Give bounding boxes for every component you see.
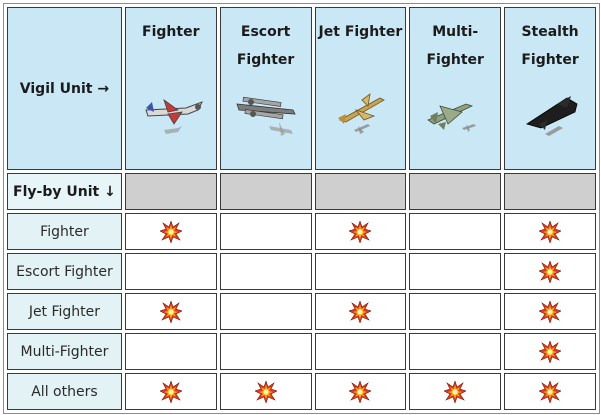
column-title: Stealth Fighter bbox=[521, 24, 579, 68]
table-cell bbox=[504, 333, 596, 370]
row-label: Fighter bbox=[7, 213, 122, 250]
empty-header-cell bbox=[124, 173, 217, 210]
table-cell bbox=[409, 373, 502, 410]
table-cell bbox=[124, 333, 217, 370]
empty-header-cell bbox=[409, 173, 502, 210]
column-header-multi-fighter: Multi-Fighter bbox=[409, 7, 502, 170]
table-cell bbox=[504, 373, 596, 410]
multi-fighter-plane-icon bbox=[427, 103, 477, 132]
table-cell bbox=[314, 253, 407, 290]
column-header-stealth-fighter: Stealth Fighter bbox=[504, 7, 596, 170]
header-row: Vigil Unit → Fighter Escort Fighter bbox=[7, 7, 596, 170]
row-label: Escort Fighter bbox=[7, 253, 122, 290]
column-header-fighter: Fighter bbox=[124, 7, 217, 170]
table-cell bbox=[219, 373, 312, 410]
explosion-icon bbox=[348, 379, 373, 404]
column-title: Fighter bbox=[142, 24, 200, 40]
empty-header-cell bbox=[504, 173, 596, 210]
table-cell bbox=[314, 293, 407, 330]
table-cell bbox=[219, 333, 312, 370]
explosion-icon bbox=[538, 339, 562, 364]
table-cell bbox=[124, 213, 217, 250]
flyby-header-row: Fly-by Unit ↓ bbox=[7, 173, 596, 210]
table-cell bbox=[504, 293, 596, 330]
column-title: Multi-Fighter bbox=[426, 24, 484, 68]
explosion-icon bbox=[443, 379, 468, 404]
explosion-icon bbox=[538, 259, 562, 284]
table-cell bbox=[314, 213, 407, 250]
column-title: Escort Fighter bbox=[236, 24, 295, 68]
explosion-icon bbox=[538, 299, 562, 324]
fighter-plane-icon bbox=[145, 98, 203, 134]
table-cell bbox=[219, 253, 312, 290]
table-cell bbox=[409, 213, 502, 250]
stealth-fighter-plane-icon bbox=[526, 96, 578, 136]
explosion-icon bbox=[158, 379, 183, 404]
explosion-icon bbox=[158, 299, 183, 324]
corner-header: Vigil Unit → bbox=[7, 7, 122, 170]
column-header-jet-fighter: Jet Fighter bbox=[314, 7, 407, 170]
flyby-header: Fly-by Unit ↓ bbox=[7, 173, 122, 210]
compatibility-table-frame: Vigil Unit → Fighter Escort Fighter bbox=[3, 3, 600, 414]
table-row: Multi-Fighter bbox=[7, 333, 596, 370]
table-cell bbox=[409, 293, 502, 330]
explosion-icon bbox=[348, 299, 373, 324]
escort-fighter-plane-icon bbox=[236, 96, 296, 136]
table-cell bbox=[314, 373, 407, 410]
table-cell bbox=[219, 213, 312, 250]
explosion-icon bbox=[538, 379, 562, 404]
table-row: Jet Fighter bbox=[7, 293, 596, 330]
table-cell bbox=[219, 293, 312, 330]
table-cell bbox=[124, 293, 217, 330]
table-cell bbox=[124, 373, 217, 410]
table-cell bbox=[409, 253, 502, 290]
row-label: All others bbox=[7, 373, 122, 410]
table-row: Fighter bbox=[7, 213, 596, 250]
row-label: Multi-Fighter bbox=[7, 333, 122, 370]
column-header-escort-fighter: Escort Fighter bbox=[219, 7, 312, 170]
table-cell bbox=[504, 253, 596, 290]
table-cell bbox=[409, 333, 502, 370]
vigil-flyby-table: Vigil Unit → Fighter Escort Fighter bbox=[4, 4, 599, 413]
explosion-icon bbox=[538, 219, 562, 244]
explosion-icon bbox=[158, 219, 183, 244]
table-cell bbox=[504, 213, 596, 250]
table-row: All others bbox=[7, 373, 596, 410]
empty-header-cell bbox=[219, 173, 312, 210]
table-cell bbox=[314, 333, 407, 370]
table-row: Escort Fighter bbox=[7, 253, 596, 290]
row-label: Jet Fighter bbox=[7, 293, 122, 330]
column-title: Jet Fighter bbox=[318, 24, 403, 40]
explosion-icon bbox=[348, 219, 373, 244]
table-cell bbox=[124, 253, 217, 290]
jet-fighter-plane-icon bbox=[337, 93, 385, 134]
explosion-icon bbox=[253, 379, 278, 404]
empty-header-cell bbox=[314, 173, 407, 210]
